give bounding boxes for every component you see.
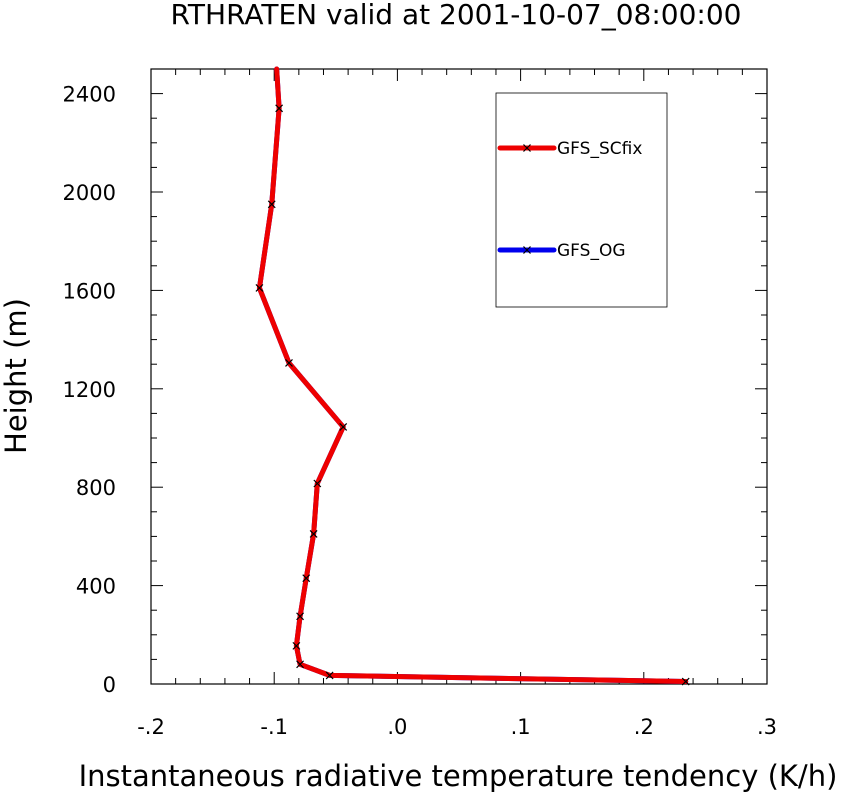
marker-stroke [296,660,304,669]
x-tick-label: .3 [757,715,777,739]
legend-label-gfs_og: GFS_OG [557,241,626,261]
x-tick-label: -.2 [137,715,165,739]
legend: GFS_SCfix GFS_OG [495,92,668,308]
x-tick-label: .0 [387,715,407,739]
marker-stroke [267,200,276,209]
plot-frame [150,68,768,685]
legend-label-gfs_scfix: GFS_SCfix [557,139,642,159]
x-axis-label: Instantaneous radiative temperature tend… [79,759,838,793]
marker-stroke [339,423,348,431]
y-tick-label: 1200 [63,378,116,402]
y-tick-label: 1600 [63,279,116,303]
data-point-marker [296,612,304,621]
data-point-marker [296,660,304,669]
marker-stroke [309,530,318,538]
marker-stroke [302,574,311,583]
legend-box [495,92,668,308]
marker-stroke [313,479,322,488]
data-point-marker [275,104,284,113]
marker-stroke [523,246,531,254]
data-point-marker [255,284,264,292]
y-axis-label: Height (m) [0,298,33,454]
legend-marker [523,144,531,152]
series-line-gfs_scfix [256,66,689,685]
x-tick-label: .1 [511,715,531,739]
marker-stroke [296,612,304,621]
data-point-marker [285,359,293,367]
chart-title: RTHRATEN valid at 2001-10-07_08:00:00 [171,0,742,31]
marker-stroke [292,641,301,650]
legend-marker [523,246,531,254]
marker-stroke [523,144,531,152]
plot-area: -.2 -.1 .0 .1 .2 .3 0 400 800 1200 1600 2000 2400 [63,66,777,739]
y-tick-label: 800 [76,476,116,500]
x-tick-label: -.1 [260,715,288,739]
y-tick-label: 2400 [63,83,116,107]
data-point-marker [302,574,311,583]
data-point-marker [339,423,348,431]
y-tick-label: 2000 [63,181,116,205]
y-tick-label: 400 [76,575,116,599]
data-point-marker [292,641,301,650]
marker-stroke [255,284,264,292]
x-tick-label: .2 [634,715,654,739]
marker-stroke [681,677,690,686]
marker-stroke [325,671,334,680]
data-point-marker [325,671,334,680]
data-point-marker [681,677,690,686]
data-point-marker [267,200,276,209]
data-point-marker [313,479,322,488]
y-tick-label: 0 [103,673,116,697]
data-point-marker [309,530,318,538]
marker-stroke [285,359,293,367]
marker-stroke [275,104,284,113]
